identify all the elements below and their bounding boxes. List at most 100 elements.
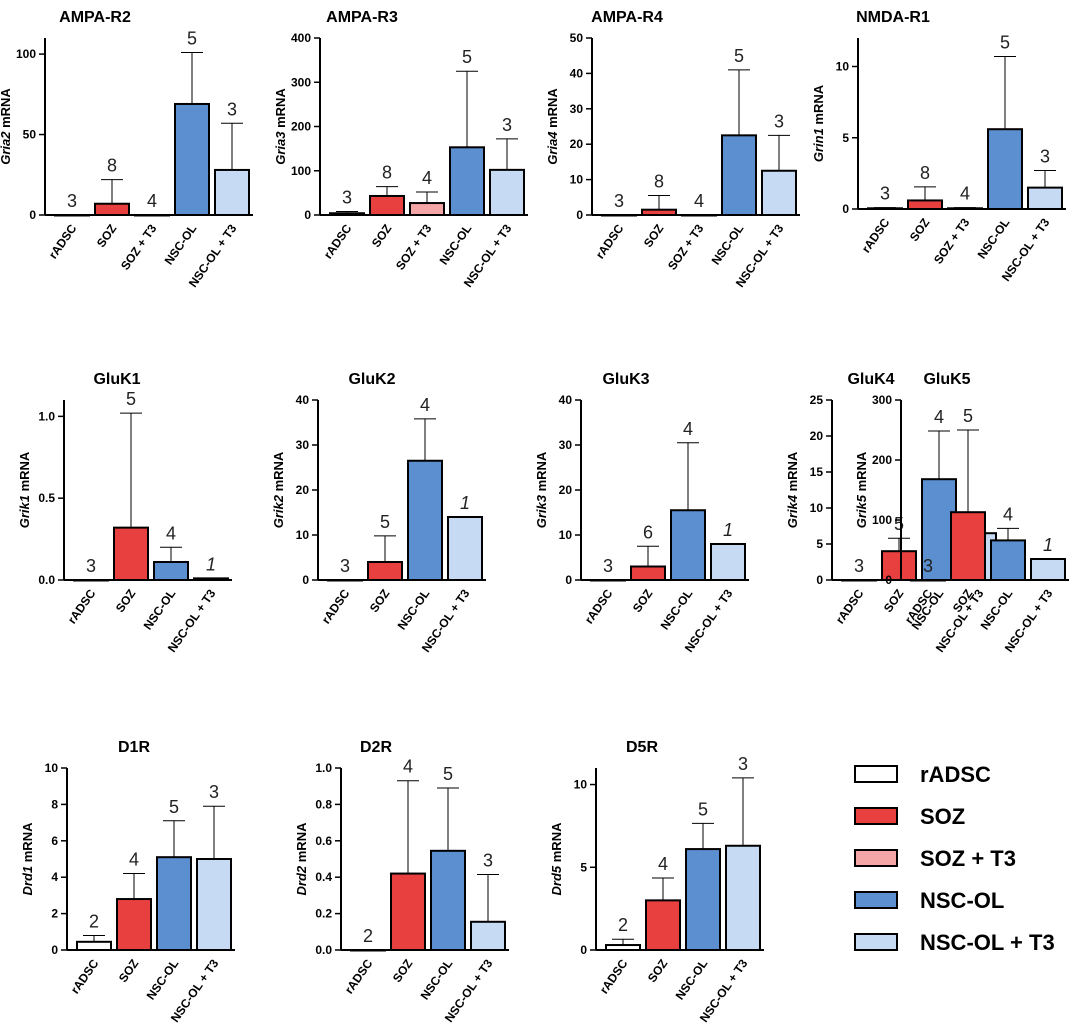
n-label-radsc: 2 <box>618 915 628 935</box>
bar-soz <box>369 194 405 217</box>
y-tick-label: 0 <box>576 208 583 222</box>
legend-label: NSC-OL <box>920 888 1004 913</box>
n-label-nsc-ol-t3: 3 <box>774 111 784 131</box>
x-tick-label: SOZ + T3 <box>665 221 707 272</box>
x-tick-label: SOZ <box>94 222 120 250</box>
chart-title: GluK1 <box>93 371 140 388</box>
n-label-nsc-ol-t3: 3 <box>1040 147 1050 167</box>
y-tick-label: 5 <box>842 131 849 145</box>
y-axis-label: Grik5 mRNA <box>854 451 869 528</box>
n-label-soz: 8 <box>920 163 930 183</box>
n-label-nsc-ol: 5 <box>1000 33 1010 53</box>
x-tick-label: rADSC <box>46 221 80 261</box>
legend-label: rADSC <box>920 762 991 787</box>
x-tick-label: rADSC <box>859 215 893 255</box>
bar-nsc-ol <box>407 459 443 581</box>
bar-soz <box>645 899 681 952</box>
n-label-radsc: 3 <box>603 556 613 576</box>
legend-label: SOZ <box>920 804 965 829</box>
y-tick-label: 0 <box>565 573 572 587</box>
y-tick-label: 200 <box>872 453 892 467</box>
chart-title: AMPA-R3 <box>326 9 398 26</box>
y-tick-label: 20 <box>559 483 573 497</box>
n-label-soz: 8 <box>107 156 117 176</box>
x-tick-label: NSC-OL <box>141 587 179 633</box>
n-label-nsc-ol-t3: 3 <box>483 850 493 870</box>
legend-item-soz-t3: SOZ + T3 <box>854 846 1016 871</box>
bar-radsc <box>601 214 637 217</box>
y-axis-label: Grik3 mRNA <box>534 451 549 528</box>
chart-panel-ampa-r4: AMPA-R4 0 10 20 30 40 50 Gria4 mRNA 3 rADSC 8 SOZ 4 S… <box>545 9 800 290</box>
n-label-radsc: 3 <box>342 187 352 207</box>
n-label-nsc-ol-t3: 1 <box>1043 535 1053 555</box>
x-tick-label: NSC-OL <box>709 222 747 268</box>
y-axis-unit: mRNA <box>0 88 13 132</box>
y-axis-unit: mRNA <box>811 84 826 128</box>
chart-panel-gluk3: GluK3 0 10 20 30 40 Grik3 mRNA 3 rADSC 6 SOZ 4 NSC-O… <box>534 371 749 655</box>
bar-nsc-ol-t3 <box>193 577 229 582</box>
y-tick-label: 0 <box>29 208 36 222</box>
n-label-nsc-ol: 4 <box>420 395 430 415</box>
y-axis-gene: Grik4 <box>785 494 800 528</box>
y-axis-label: Grin1 mRNA <box>811 84 826 162</box>
bar-nsc-ol-t3 <box>214 168 250 216</box>
y-tick-label: 20 <box>296 483 310 497</box>
y-axis-unit: mRNA <box>17 451 32 495</box>
y-axis-unit: mRNA <box>271 451 286 495</box>
n-label-soz: 5 <box>963 406 973 426</box>
y-tick-label: 0 <box>885 573 892 587</box>
y-tick-label: 10 <box>296 528 310 542</box>
n-label-soz: 5 <box>126 389 136 409</box>
bar-soz <box>390 872 426 951</box>
y-axis-gene: Grik5 <box>854 494 869 528</box>
legend-item-radsc: rADSC <box>854 762 991 787</box>
y-axis-unit: mRNA <box>273 88 288 132</box>
y-tick-label: 30 <box>296 438 310 452</box>
y-tick-label: 200 <box>291 120 311 134</box>
bar-nsc-ol-t3 <box>761 169 797 216</box>
bar-soz-t3 <box>947 207 983 211</box>
x-tick-label: SOZ <box>390 957 416 985</box>
n-label-radsc: 2 <box>89 911 99 931</box>
y-tick-label: 1.0 <box>315 761 332 775</box>
n-label-soz: 5 <box>894 514 904 534</box>
x-tick-label: rADSC <box>582 586 616 626</box>
y-axis-gene: Gria4 <box>545 131 560 165</box>
y-tick-label: 5 <box>580 860 587 874</box>
n-label-nsc-ol-t3: 1 <box>460 493 470 513</box>
y-tick-label: 100 <box>872 513 892 527</box>
y-axis-label: Grik1 mRNA <box>17 451 32 528</box>
chart-title: D1R <box>118 739 150 756</box>
y-tick-label: 0.0 <box>38 573 55 587</box>
x-tick-label: rADSC <box>833 586 867 626</box>
bar-soz <box>94 202 130 216</box>
y-axis-label: Gria3 mRNA <box>273 88 288 165</box>
y-tick-label: 0 <box>842 202 849 216</box>
y-tick-label: 0 <box>580 943 587 957</box>
n-label-soz-t3: 4 <box>422 168 432 188</box>
y-axis-gene: Drd2 <box>294 865 309 895</box>
bar-nsc-ol <box>685 848 721 952</box>
n-label-radsc: 3 <box>880 184 890 204</box>
legend-item-soz: SOZ <box>854 804 965 829</box>
y-tick-label: 10 <box>574 778 588 792</box>
n-label-soz-t3: 4 <box>960 184 970 204</box>
bar-nsc-ol-t3 <box>196 858 232 951</box>
chart-panel-d2r: D2R 0.0 0.2 0.4 0.6 0.8 1.0 Drd2 mRNA 2 rADSC 4 SOZ… <box>294 739 509 1025</box>
y-tick-label: 5 <box>816 537 823 551</box>
bar-radsc <box>329 212 365 216</box>
chart-title: AMPA-R2 <box>59 9 131 26</box>
n-label-radsc: 2 <box>363 926 373 946</box>
bar-soz-t3 <box>681 214 717 217</box>
x-tick-label: SOZ <box>113 587 139 615</box>
y-axis-gene: Drd5 <box>549 865 564 895</box>
chart-panel-ampa-r2: AMPA-R2 0 50 100 Gria2 mRNA 3 rADSC 8 SOZ 4 SOZ + … <box>0 9 253 290</box>
bar-nsc-ol <box>670 509 706 581</box>
legend-label: SOZ + T3 <box>920 846 1016 871</box>
y-axis-unit: mRNA <box>534 451 549 495</box>
bar-nsc-ol <box>987 128 1023 210</box>
y-axis-unit: mRNA <box>545 88 560 132</box>
n-label-nsc-ol-t3: 3 <box>209 782 219 802</box>
